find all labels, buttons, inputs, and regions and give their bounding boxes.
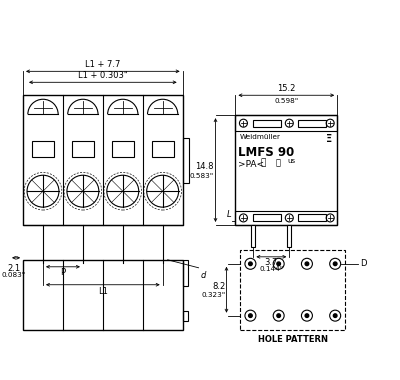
Bar [298, 214, 326, 222]
Text: 14.8: 14.8 [195, 162, 214, 171]
Bar [23, 260, 183, 329]
Circle shape [333, 262, 337, 266]
Bar [183, 311, 188, 321]
Text: 0.083": 0.083" [2, 272, 26, 278]
Text: P: P [60, 268, 66, 277]
Bar [240, 250, 345, 329]
Text: L: L [227, 210, 232, 219]
Bar [236, 115, 337, 225]
Bar [236, 211, 337, 225]
Text: d: d [200, 271, 206, 280]
Text: 8.2: 8.2 [212, 282, 226, 291]
Circle shape [249, 262, 252, 266]
Circle shape [333, 314, 337, 317]
Text: Weidmüller: Weidmüller [240, 134, 280, 140]
Text: 0.323": 0.323" [201, 292, 226, 298]
Circle shape [249, 314, 252, 317]
Text: 3.7: 3.7 [265, 258, 278, 267]
Bar [287, 225, 291, 247]
Text: 0.583": 0.583" [189, 173, 214, 179]
Bar [183, 138, 188, 184]
Bar [32, 141, 54, 157]
Text: 𝐑: 𝐑 [275, 158, 280, 167]
Text: 0.144": 0.144" [259, 266, 284, 272]
Text: Ξ: Ξ [326, 134, 332, 144]
Circle shape [305, 262, 309, 266]
Bar [236, 115, 337, 131]
Circle shape [277, 262, 280, 266]
Text: Ⓢ: Ⓢ [260, 158, 266, 167]
Bar [23, 95, 183, 225]
Text: L1: L1 [98, 287, 108, 296]
Text: >PA<: >PA< [238, 160, 264, 169]
Bar [72, 141, 94, 157]
Bar [254, 214, 281, 222]
Text: 0.598": 0.598" [274, 98, 298, 104]
Text: D: D [360, 259, 367, 268]
Text: 15.2: 15.2 [277, 84, 296, 93]
Bar [183, 260, 188, 287]
Text: 2.1: 2.1 [8, 264, 21, 273]
Bar [152, 141, 174, 157]
Bar [298, 120, 326, 127]
Text: LMFS 90: LMFS 90 [238, 146, 295, 159]
Bar [252, 225, 256, 247]
Text: HOLE PATTERN: HOLE PATTERN [258, 335, 328, 344]
Text: L1 + 0.303": L1 + 0.303" [78, 71, 128, 80]
Bar [112, 141, 134, 157]
Circle shape [277, 314, 280, 317]
Text: L1 + 7.7: L1 + 7.7 [85, 60, 120, 69]
Circle shape [305, 314, 309, 317]
Text: us: us [287, 158, 296, 164]
Bar [254, 120, 281, 127]
